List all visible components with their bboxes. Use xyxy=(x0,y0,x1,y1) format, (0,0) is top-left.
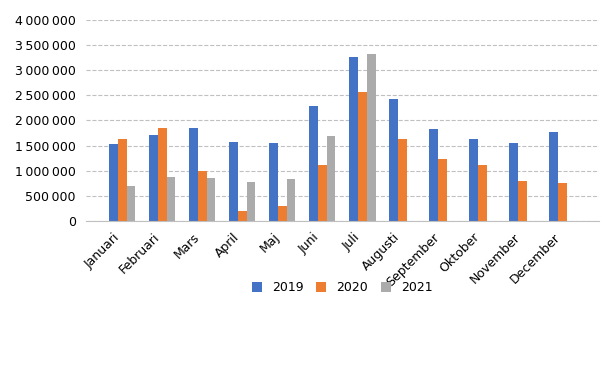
Bar xyxy=(429,129,438,221)
Bar xyxy=(358,92,367,221)
Bar xyxy=(318,165,327,221)
Bar xyxy=(238,211,247,221)
Bar xyxy=(166,177,176,221)
Bar xyxy=(309,106,318,221)
Bar xyxy=(126,186,135,221)
Bar xyxy=(389,99,398,221)
Bar xyxy=(198,171,206,221)
Bar xyxy=(367,54,376,221)
Bar xyxy=(158,128,166,221)
Bar xyxy=(206,178,216,221)
Bar xyxy=(558,183,567,221)
Bar xyxy=(509,142,518,221)
Bar xyxy=(398,139,406,221)
Bar xyxy=(118,139,126,221)
Bar xyxy=(469,139,478,221)
Legend: 2019, 2020, 2021: 2019, 2020, 2021 xyxy=(247,276,437,299)
Bar xyxy=(269,142,278,221)
Bar xyxy=(109,144,118,221)
Bar xyxy=(287,179,295,221)
Bar xyxy=(438,159,447,221)
Bar xyxy=(327,136,335,221)
Bar xyxy=(349,57,358,221)
Bar xyxy=(149,134,158,221)
Bar xyxy=(247,182,255,221)
Bar xyxy=(478,165,487,221)
Bar xyxy=(278,206,287,221)
Bar xyxy=(229,142,238,221)
Bar xyxy=(518,181,527,221)
Bar xyxy=(550,132,558,221)
Bar xyxy=(189,127,198,221)
